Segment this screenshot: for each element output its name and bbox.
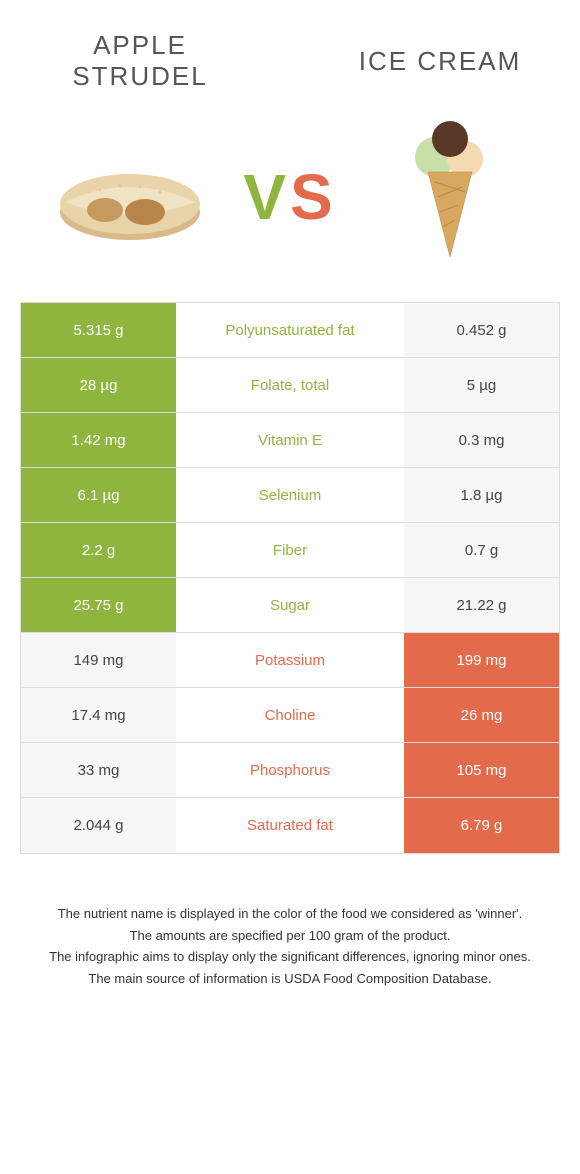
cell-left-value: 5.315 g — [21, 303, 176, 357]
cell-right-value: 26 mg — [404, 688, 559, 742]
vs-label: VS — [243, 160, 336, 234]
vs-s: S — [290, 161, 337, 233]
vs-v: V — [243, 161, 290, 233]
cell-nutrient-name: Folate, total — [176, 358, 404, 412]
cell-left-value: 149 mg — [21, 633, 176, 687]
nutrition-table: 5.315 gPolyunsaturated fat0.452 g28 µgFo… — [20, 302, 560, 854]
footer-line3: The infographic aims to display only the… — [30, 947, 550, 967]
cell-left-value: 28 µg — [21, 358, 176, 412]
footer-line1: The nutrient name is displayed in the co… — [30, 904, 550, 924]
images-row: VS — [0, 102, 580, 302]
table-row: 149 mgPotassium199 mg — [21, 633, 559, 688]
cell-nutrient-name: Phosphorus — [176, 743, 404, 797]
table-row: 2.2 gFiber0.7 g — [21, 523, 559, 578]
cell-right-value: 21.22 g — [404, 578, 559, 632]
cell-nutrient-name: Fiber — [176, 523, 404, 577]
cell-right-value: 6.79 g — [404, 798, 559, 853]
title-ice-cream: ICE CREAM — [350, 46, 530, 77]
table-row: 17.4 mgCholine26 mg — [21, 688, 559, 743]
cell-nutrient-name: Polyunsaturated fat — [176, 303, 404, 357]
cell-right-value: 0.7 g — [404, 523, 559, 577]
table-row: 2.044 gSaturated fat6.79 g — [21, 798, 559, 853]
cell-left-value: 25.75 g — [21, 578, 176, 632]
table-row: 5.315 gPolyunsaturated fat0.452 g — [21, 303, 559, 358]
cell-right-value: 0.452 g — [404, 303, 559, 357]
cell-right-value: 0.3 mg — [404, 413, 559, 467]
cell-nutrient-name: Sugar — [176, 578, 404, 632]
footer-line2: The amounts are specified per 100 gram o… — [30, 926, 550, 946]
cell-nutrient-name: Choline — [176, 688, 404, 742]
cell-right-value: 199 mg — [404, 633, 559, 687]
cell-left-value: 6.1 µg — [21, 468, 176, 522]
cell-left-value: 2.044 g — [21, 798, 176, 853]
table-row: 28 µgFolate, total5 µg — [21, 358, 559, 413]
footer-line4: The main source of information is USDA F… — [30, 969, 550, 989]
ice-cream-image — [370, 127, 530, 267]
cell-nutrient-name: Vitamin E — [176, 413, 404, 467]
cell-left-value: 33 mg — [21, 743, 176, 797]
header: APPLE STRUDEL ICE CREAM — [0, 0, 580, 102]
cell-left-value: 1.42 mg — [21, 413, 176, 467]
cell-right-value: 105 mg — [404, 743, 559, 797]
table-row: 25.75 gSugar21.22 g — [21, 578, 559, 633]
apple-strudel-image — [50, 127, 210, 267]
table-row: 6.1 µgSelenium1.8 µg — [21, 468, 559, 523]
cell-left-value: 17.4 mg — [21, 688, 176, 742]
table-row: 33 mgPhosphorus105 mg — [21, 743, 559, 798]
footer-notes: The nutrient name is displayed in the co… — [0, 854, 580, 988]
cell-right-value: 1.8 µg — [404, 468, 559, 522]
cell-nutrient-name: Selenium — [176, 468, 404, 522]
cell-left-value: 2.2 g — [21, 523, 176, 577]
cell-nutrient-name: Saturated fat — [176, 798, 404, 853]
cell-nutrient-name: Potassium — [176, 633, 404, 687]
title-apple-strudel: APPLE STRUDEL — [50, 30, 230, 92]
cell-right-value: 5 µg — [404, 358, 559, 412]
table-row: 1.42 mgVitamin E0.3 mg — [21, 413, 559, 468]
